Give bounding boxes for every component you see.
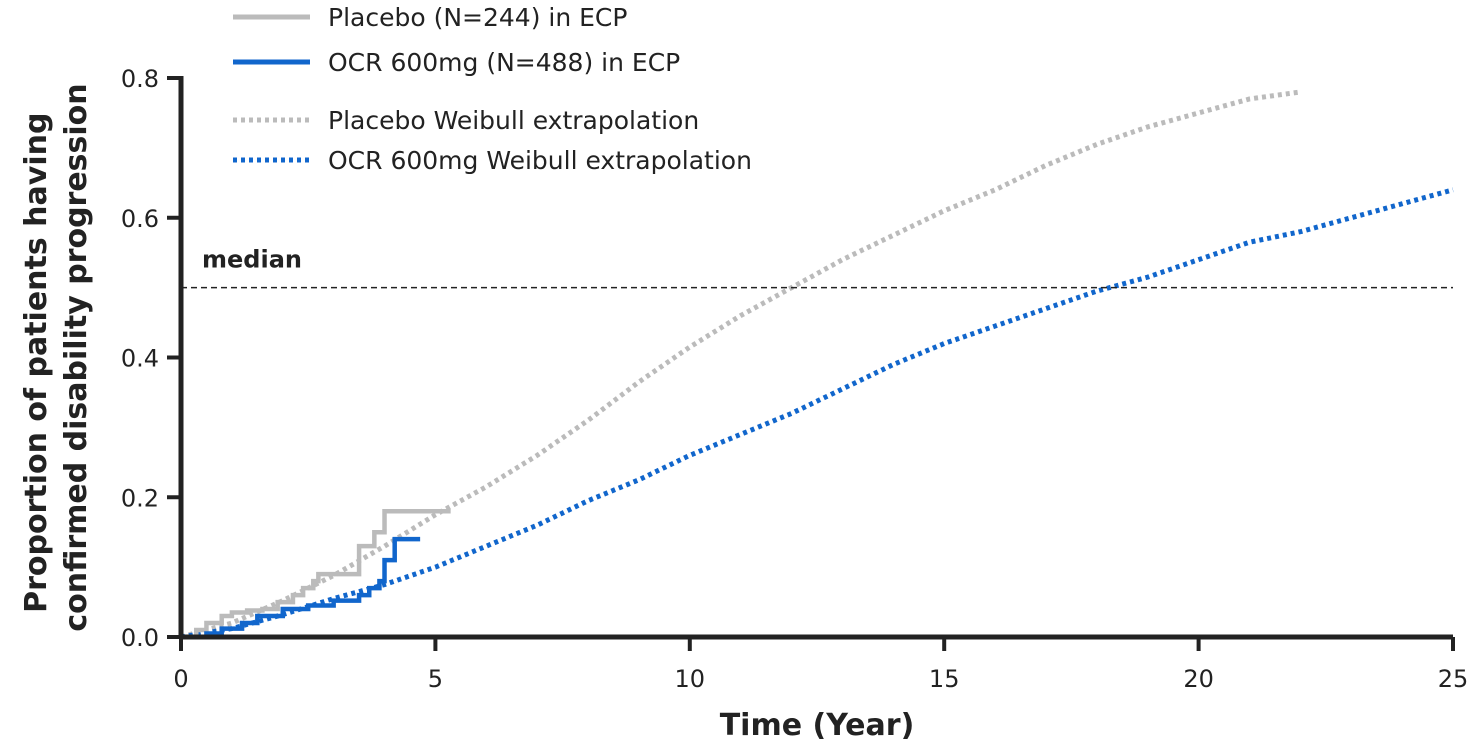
y-tick-label: 0.0 xyxy=(121,624,159,652)
legend-label-2: OCR 600mg (N=488) in ECP xyxy=(328,48,680,77)
y-axis-title-line-1: Proportion of patients having xyxy=(19,113,54,613)
x-tick-label: 0 xyxy=(173,665,188,693)
y-axis-title: Proportion of patients having confirmed … xyxy=(19,83,94,631)
series-3-line xyxy=(180,89,1301,640)
series-1-line xyxy=(181,508,451,640)
x-axis-title: Time (Year) xyxy=(720,708,915,743)
x-tick-label: 25 xyxy=(1438,665,1469,693)
tick-marks xyxy=(167,76,1455,651)
y-tick-label: 0.2 xyxy=(121,484,159,512)
y-tick-label: 0.6 xyxy=(121,205,159,233)
median-label: median xyxy=(202,246,302,274)
tick-labels: 0 5 10 15 20 25 0.0 0.2 0.4 0.6 0.8 xyxy=(121,65,1468,693)
y-tick-label: 0.4 xyxy=(121,345,159,373)
legend-label-1: Placebo (N=244) in ECP xyxy=(328,3,627,32)
legend-label-3: Placebo Weibull extrapolation xyxy=(328,106,699,135)
x-tick-label: 10 xyxy=(675,665,706,693)
legend: Placebo (N=244) in ECP OCR 600mg (N=488) … xyxy=(233,3,752,175)
x-tick-label: 20 xyxy=(1183,665,1214,693)
legend-label-4: OCR 600mg Weibull extrapolation xyxy=(328,146,752,175)
series-2-line xyxy=(181,536,421,640)
y-tick-label: 0.8 xyxy=(121,65,159,93)
series-4-line xyxy=(180,187,1454,640)
x-tick-label: 5 xyxy=(428,665,443,693)
series-layer xyxy=(180,89,1454,640)
y-axis-title-line-2: confirmed disability progression xyxy=(59,83,94,631)
x-tick-label: 15 xyxy=(929,665,960,693)
